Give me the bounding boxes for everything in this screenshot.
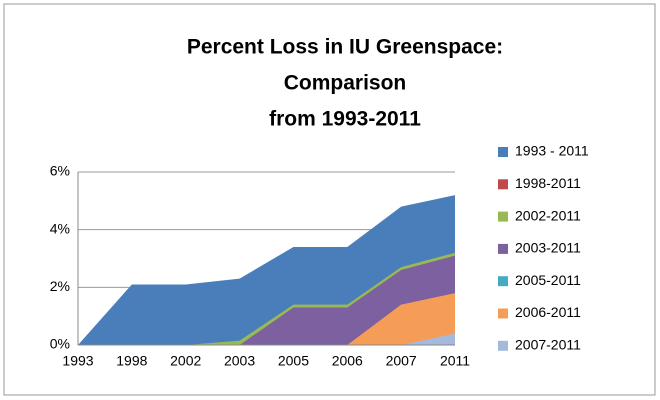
x-tick-label: 1993: [62, 353, 93, 369]
legend-label: 1998-2011: [515, 175, 581, 191]
y-tick-label: 4%: [50, 220, 70, 236]
chart-title: from 1993-2011: [269, 108, 421, 131]
chart-title: Percent Loss in IU Greenspace:: [187, 36, 503, 59]
x-tick-label: 2002: [170, 353, 201, 369]
legend-label: 2006-2011: [515, 304, 581, 320]
x-tick-label: 1998: [116, 353, 147, 369]
legend-swatch: [498, 243, 508, 254]
x-tick-label: 2006: [332, 353, 363, 369]
x-tick-label: 2003: [224, 353, 255, 369]
chart-title: Comparison: [284, 72, 407, 95]
legend-label: 2005-2011: [515, 272, 581, 288]
x-tick-label: 2005: [278, 353, 309, 369]
x-tick-label: 2011: [440, 353, 470, 369]
legend-swatch: [498, 179, 508, 190]
legend-swatch: [498, 276, 508, 287]
legend-swatch: [498, 308, 508, 319]
legend-swatch: [498, 340, 508, 351]
y-tick-label: 2%: [50, 278, 70, 294]
area: [347, 293, 455, 345]
legend-label: 2007-2011: [515, 337, 581, 353]
legend-label: 2002-2011: [515, 207, 581, 223]
y-tick-label: 6%: [50, 163, 70, 179]
area: [401, 333, 455, 345]
legend-label: 2003-2011: [515, 240, 581, 256]
y-tick-label: 0%: [50, 336, 70, 352]
legend-label: 1993 - 2011: [515, 143, 589, 159]
x-tick-label: 2007: [386, 353, 417, 369]
legend-swatch: [498, 211, 508, 222]
legend-swatch: [498, 147, 508, 157]
